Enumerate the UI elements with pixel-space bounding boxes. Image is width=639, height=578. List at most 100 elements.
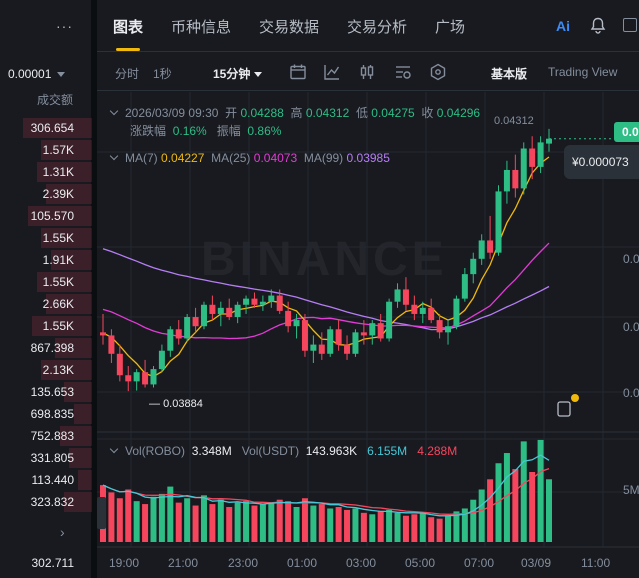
candle[interactable] <box>546 138 552 144</box>
fullscreen-icon[interactable] <box>623 18 637 32</box>
candle[interactable] <box>116 353 123 376</box>
interval-time-button[interactable]: 分时 <box>115 67 140 81</box>
precision-select[interactable]: 0.00001 <box>8 67 66 81</box>
scroll-handle[interactable] <box>97 497 106 529</box>
settings-icon[interactable] <box>429 63 447 81</box>
volume-bar[interactable] <box>369 514 376 542</box>
candle[interactable] <box>503 169 510 192</box>
candle[interactable] <box>478 240 485 259</box>
candle[interactable] <box>175 329 182 339</box>
candle[interactable] <box>335 329 342 345</box>
candle[interactable] <box>436 320 443 333</box>
volume-bar[interactable] <box>259 504 266 542</box>
volume-bar[interactable] <box>377 511 384 542</box>
candle[interactable] <box>529 148 536 167</box>
calendar-icon[interactable] <box>289 63 307 81</box>
volume-bar[interactable] <box>251 505 258 542</box>
tab-trading-data[interactable]: 交易数据 <box>259 19 320 36</box>
volume-bar[interactable] <box>125 489 132 543</box>
candle[interactable] <box>419 307 426 314</box>
order-book-row[interactable]: 1.55K <box>0 315 92 337</box>
chevron-right-icon[interactable]: › <box>60 524 65 540</box>
candle[interactable] <box>402 289 409 305</box>
volume-bar[interactable] <box>453 511 460 542</box>
candle[interactable] <box>209 304 216 314</box>
volume-bar[interactable] <box>108 492 115 542</box>
candle[interactable] <box>142 372 149 385</box>
candle[interactable] <box>310 344 317 351</box>
candle[interactable] <box>461 274 468 299</box>
candle[interactable] <box>520 148 527 189</box>
candle[interactable] <box>470 258 477 275</box>
candle[interactable] <box>276 295 283 311</box>
volume-bar[interactable] <box>386 509 393 542</box>
tab-square[interactable]: 广场 <box>435 19 466 36</box>
volume-bar[interactable] <box>411 514 418 542</box>
volume-bar[interactable] <box>226 507 233 542</box>
candle[interactable] <box>259 301 266 305</box>
volume-bar[interactable] <box>318 504 325 542</box>
volume-bar[interactable] <box>184 498 191 542</box>
candle[interactable] <box>184 317 191 339</box>
order-book-row[interactable]: 698.835 <box>0 403 92 425</box>
candle[interactable] <box>394 289 401 302</box>
tab-chart[interactable]: 图表 <box>113 16 143 51</box>
order-book-row[interactable]: 1.55K <box>0 227 92 249</box>
volume-bar[interactable] <box>419 512 426 542</box>
volume-bar[interactable] <box>133 501 140 542</box>
volume-bar[interactable] <box>268 502 275 542</box>
candle[interactable] <box>428 307 435 321</box>
volume-bar[interactable] <box>293 507 300 542</box>
candle[interactable] <box>100 332 106 336</box>
volume-bar[interactable] <box>301 498 308 542</box>
candle[interactable] <box>487 240 494 253</box>
candle[interactable] <box>133 372 140 382</box>
candle[interactable] <box>158 350 165 370</box>
volume-bar[interactable] <box>243 501 250 542</box>
volume-bar[interactable] <box>461 508 468 542</box>
order-book-row[interactable]: 323.832 <box>0 491 92 513</box>
candle[interactable] <box>352 332 359 354</box>
candle[interactable] <box>512 169 519 189</box>
indicator-icon[interactable] <box>323 63 341 81</box>
order-book-row[interactable]: 135.653 <box>0 381 92 403</box>
candle[interactable] <box>344 344 351 354</box>
volume-bar[interactable] <box>234 502 241 542</box>
volume-bar[interactable] <box>285 501 292 542</box>
candle[interactable] <box>285 310 292 327</box>
candle[interactable] <box>268 295 275 302</box>
volume-bar[interactable] <box>209 504 216 542</box>
candlestick-chart[interactable] <box>97 92 639 578</box>
bell-icon[interactable] <box>590 17 606 34</box>
volume-bar[interactable] <box>470 499 477 542</box>
candle[interactable] <box>243 298 250 305</box>
order-book-row[interactable]: 2.39K <box>0 183 92 205</box>
candle[interactable] <box>150 369 157 385</box>
candle[interactable] <box>251 298 258 305</box>
volume-bar[interactable] <box>217 499 224 542</box>
chevron-down-icon[interactable] <box>109 444 119 454</box>
volume-bar[interactable] <box>276 499 283 542</box>
candle[interactable] <box>217 307 224 314</box>
chevron-down-icon[interactable] <box>109 106 119 116</box>
volume-bar[interactable] <box>310 505 317 542</box>
candle[interactable] <box>360 332 367 336</box>
volume-bar[interactable] <box>327 508 334 542</box>
tab-trading-analysis[interactable]: 交易分析 <box>347 19 408 36</box>
volume-bar[interactable] <box>445 515 452 542</box>
order-book-row[interactable]: 113.440 <box>0 469 92 491</box>
tradingview-button[interactable]: Trading View <box>548 65 618 79</box>
candle[interactable] <box>411 304 418 314</box>
volume-bar[interactable] <box>478 489 485 543</box>
candle[interactable] <box>200 304 207 327</box>
order-book-row[interactable]: 105.570 <box>0 205 92 227</box>
chevron-down-icon[interactable] <box>109 151 119 161</box>
candle[interactable] <box>369 323 376 336</box>
candle[interactable] <box>301 320 308 351</box>
candle[interactable] <box>386 301 393 339</box>
volume-bar[interactable] <box>512 469 519 542</box>
volume-bar[interactable] <box>487 479 494 542</box>
basic-view-button[interactable]: 基本版 <box>491 67 528 81</box>
volume-bar[interactable] <box>436 518 443 542</box>
tab-coin-info[interactable]: 币种信息 <box>171 19 232 36</box>
